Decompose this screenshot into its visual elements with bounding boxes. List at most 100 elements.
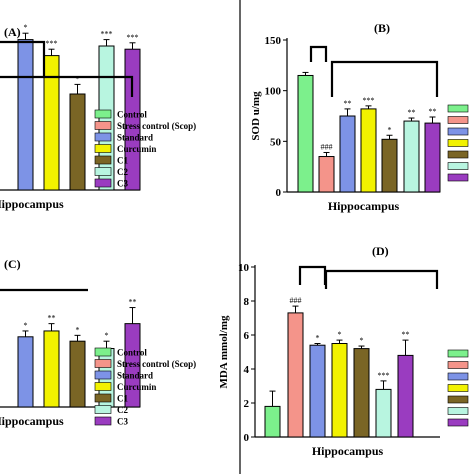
legend-label: Stress control (Scop) bbox=[117, 121, 196, 131]
legend-label: Curcumin bbox=[117, 382, 156, 392]
legend-swatch bbox=[94, 167, 112, 176]
significance-label: * bbox=[360, 336, 364, 345]
bar bbox=[297, 74, 314, 193]
legend-swatch bbox=[94, 359, 112, 368]
y-tick-label: 6 bbox=[244, 330, 250, 342]
legend-swatch bbox=[447, 395, 469, 404]
legend-swatch bbox=[447, 372, 469, 381]
legend-label: C1 bbox=[117, 394, 128, 404]
bar bbox=[339, 115, 356, 193]
significance-label: ### bbox=[290, 296, 302, 305]
panel-label: (D) bbox=[372, 244, 389, 258]
comparison-bracket bbox=[0, 40, 46, 77]
x-axis-label: Hippocampus bbox=[0, 197, 64, 211]
y-tick-label: 50 bbox=[270, 136, 282, 148]
legend-swatch bbox=[94, 393, 112, 403]
bar bbox=[43, 55, 60, 191]
legend-label: C2 bbox=[117, 167, 128, 177]
legend-swatch bbox=[94, 155, 112, 165]
significance-label: *** bbox=[378, 371, 390, 380]
y-tick-label: 150 bbox=[265, 35, 282, 47]
comparison-bracket bbox=[324, 269, 439, 289]
bar bbox=[69, 340, 86, 408]
bar bbox=[397, 354, 414, 438]
significance-label: * bbox=[76, 325, 80, 334]
significance-label: ** bbox=[129, 298, 137, 307]
legend-label: Curcumin bbox=[117, 144, 156, 154]
y-tick-label: 4 bbox=[244, 364, 250, 376]
significance-label: * bbox=[105, 331, 109, 340]
panel-label: (A) bbox=[4, 25, 21, 39]
significance-label: * bbox=[24, 23, 28, 32]
legend-swatch bbox=[447, 349, 469, 358]
comparison-bracket bbox=[309, 45, 328, 62]
legend-swatch bbox=[447, 384, 469, 392]
legend-swatch bbox=[94, 405, 112, 414]
significance-label: * bbox=[316, 334, 320, 343]
y-tick-label: 0 bbox=[276, 187, 282, 199]
significance-label: *** bbox=[46, 39, 58, 48]
y-axis-label: SOD u/mg bbox=[250, 91, 262, 141]
legend-swatch bbox=[447, 361, 469, 369]
x-axis-label: Hippocampus bbox=[0, 414, 64, 428]
legend-swatch bbox=[94, 382, 112, 391]
legend-label: Standard bbox=[117, 371, 153, 381]
y-tick-label: 10 bbox=[238, 262, 250, 274]
bar bbox=[360, 108, 377, 193]
significance-label: ** bbox=[48, 314, 56, 323]
legend-swatch bbox=[447, 407, 469, 415]
legend-label: Standard bbox=[117, 133, 153, 143]
y-tick-label: 0 bbox=[244, 432, 250, 444]
comparison-bracket bbox=[0, 75, 134, 97]
legend-swatch bbox=[94, 416, 112, 426]
significance-label: ** bbox=[408, 108, 416, 117]
legend-label: Stress control (Scop) bbox=[117, 359, 196, 369]
bar bbox=[375, 388, 392, 438]
legend-swatch bbox=[447, 116, 469, 124]
legend-label: Control bbox=[117, 348, 147, 358]
legend-swatch bbox=[94, 109, 112, 119]
legend-label: C2 bbox=[117, 405, 128, 415]
legend-label: C3 bbox=[117, 417, 128, 427]
bar bbox=[69, 93, 86, 191]
legend-swatch bbox=[94, 132, 112, 142]
legend-swatch bbox=[447, 150, 469, 159]
bar bbox=[331, 343, 348, 438]
legend-swatch bbox=[94, 178, 112, 188]
legend-swatch bbox=[447, 162, 469, 170]
legend-swatch bbox=[94, 144, 112, 153]
x-axis-label: Hippocampus bbox=[312, 444, 384, 458]
legend-swatch bbox=[447, 173, 469, 182]
significance-label: ** bbox=[344, 99, 352, 108]
legend-swatch bbox=[94, 121, 112, 130]
bar bbox=[264, 405, 281, 438]
legend-swatch bbox=[447, 418, 469, 427]
significance-label: * bbox=[388, 125, 392, 134]
legend-label: C1 bbox=[117, 156, 128, 166]
panel-label: (B) bbox=[374, 21, 390, 35]
x-axis-label: Hippocampus bbox=[328, 199, 400, 213]
bar bbox=[17, 336, 34, 408]
bar bbox=[318, 156, 335, 193]
bar bbox=[287, 312, 304, 438]
bar bbox=[43, 330, 60, 408]
significance-label: *** bbox=[363, 96, 375, 105]
significance-label: * bbox=[76, 74, 80, 83]
legend-swatch bbox=[94, 347, 112, 357]
significance-label: *** bbox=[101, 30, 113, 39]
legend-label: C3 bbox=[117, 179, 128, 189]
legend-swatch bbox=[447, 104, 469, 113]
bar bbox=[353, 348, 370, 438]
bar bbox=[403, 120, 420, 193]
significance-label: ### bbox=[321, 142, 333, 151]
legend-swatch bbox=[447, 127, 469, 136]
significance-label: * bbox=[338, 330, 342, 339]
bar bbox=[17, 39, 34, 191]
panel-label: (C) bbox=[4, 257, 21, 271]
legend-swatch bbox=[94, 370, 112, 380]
significance-label: ** bbox=[402, 330, 410, 339]
y-tick-label: 8 bbox=[244, 296, 250, 308]
y-tick-label: 100 bbox=[265, 86, 282, 98]
significance-label: ** bbox=[429, 107, 437, 116]
